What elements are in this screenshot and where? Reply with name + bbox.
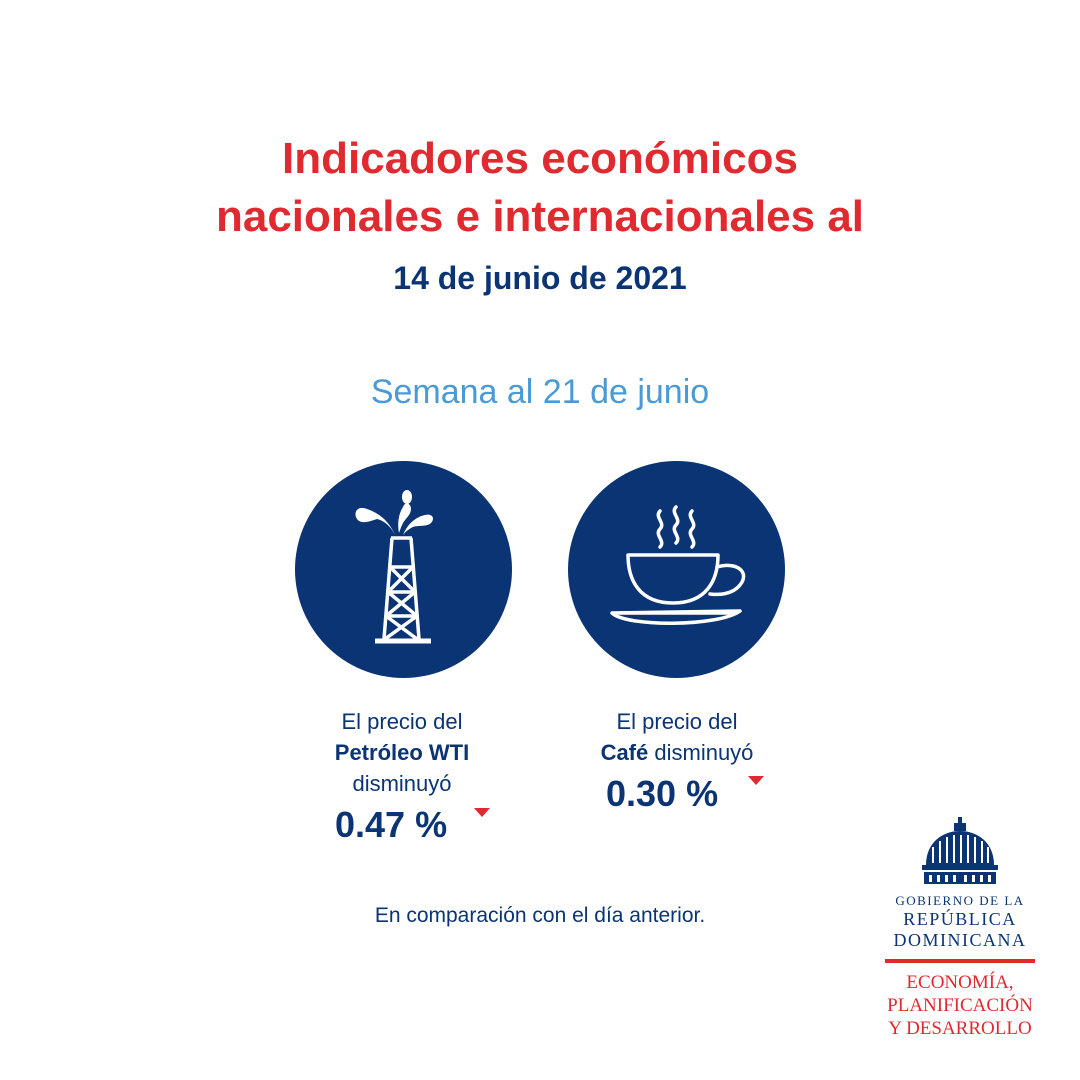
comparison-note: En comparación con el día anterior. (374, 904, 706, 927)
title-line-2: nacionales e internacionales al (215, 192, 865, 241)
government-logo: GOBIERNO DE LA REPÚBLICA DOMINICANA ECON… (860, 815, 1060, 1040)
coffee-change-value: 0.30 % (606, 773, 719, 814)
coffee-change-text: disminuyó (654, 740, 754, 765)
coffee-line1: El precio del (616, 709, 738, 734)
oil-line1: El precio del (341, 709, 463, 734)
coffee-indicator-text: El precio del Café disminuyó (563, 706, 791, 768)
oil-name: Petróleo WTI (334, 740, 470, 765)
oil-change-text: disminuyó (352, 771, 452, 796)
oil-indicator-text: El precio del Petróleo WTI disminuyó (292, 706, 512, 799)
coffee-cup-icon (568, 461, 785, 678)
down-arrow-icon (474, 808, 490, 817)
oil-derrick-icon (295, 461, 512, 678)
logo-line-2: REPÚBLICA (903, 909, 1017, 929)
logo-line-1: GOBIERNO DE LA (895, 893, 1025, 908)
page-title: Indicadores económicos nacionales e inte… (0, 130, 1080, 246)
ministry-line-3: Y DESARROLLO (888, 1018, 1032, 1039)
capitol-dome-icon (922, 817, 998, 884)
report-date: 14 de junio de 2021 (393, 260, 687, 296)
coffee-name: Café (600, 740, 649, 765)
period-label: Semana al 21 de junio (370, 373, 710, 411)
ministry-line-1: ECONOMÍA, (906, 972, 1014, 993)
oil-change-value: 0.47 % (335, 804, 448, 845)
logo-line-3: DOMINICANA (893, 930, 1027, 950)
title-line-1: Indicadores económicos (282, 134, 798, 183)
down-arrow-icon (748, 776, 764, 785)
ministry-line-2: PLANIFICACIÓN (887, 995, 1033, 1016)
logo-divider (885, 959, 1035, 963)
